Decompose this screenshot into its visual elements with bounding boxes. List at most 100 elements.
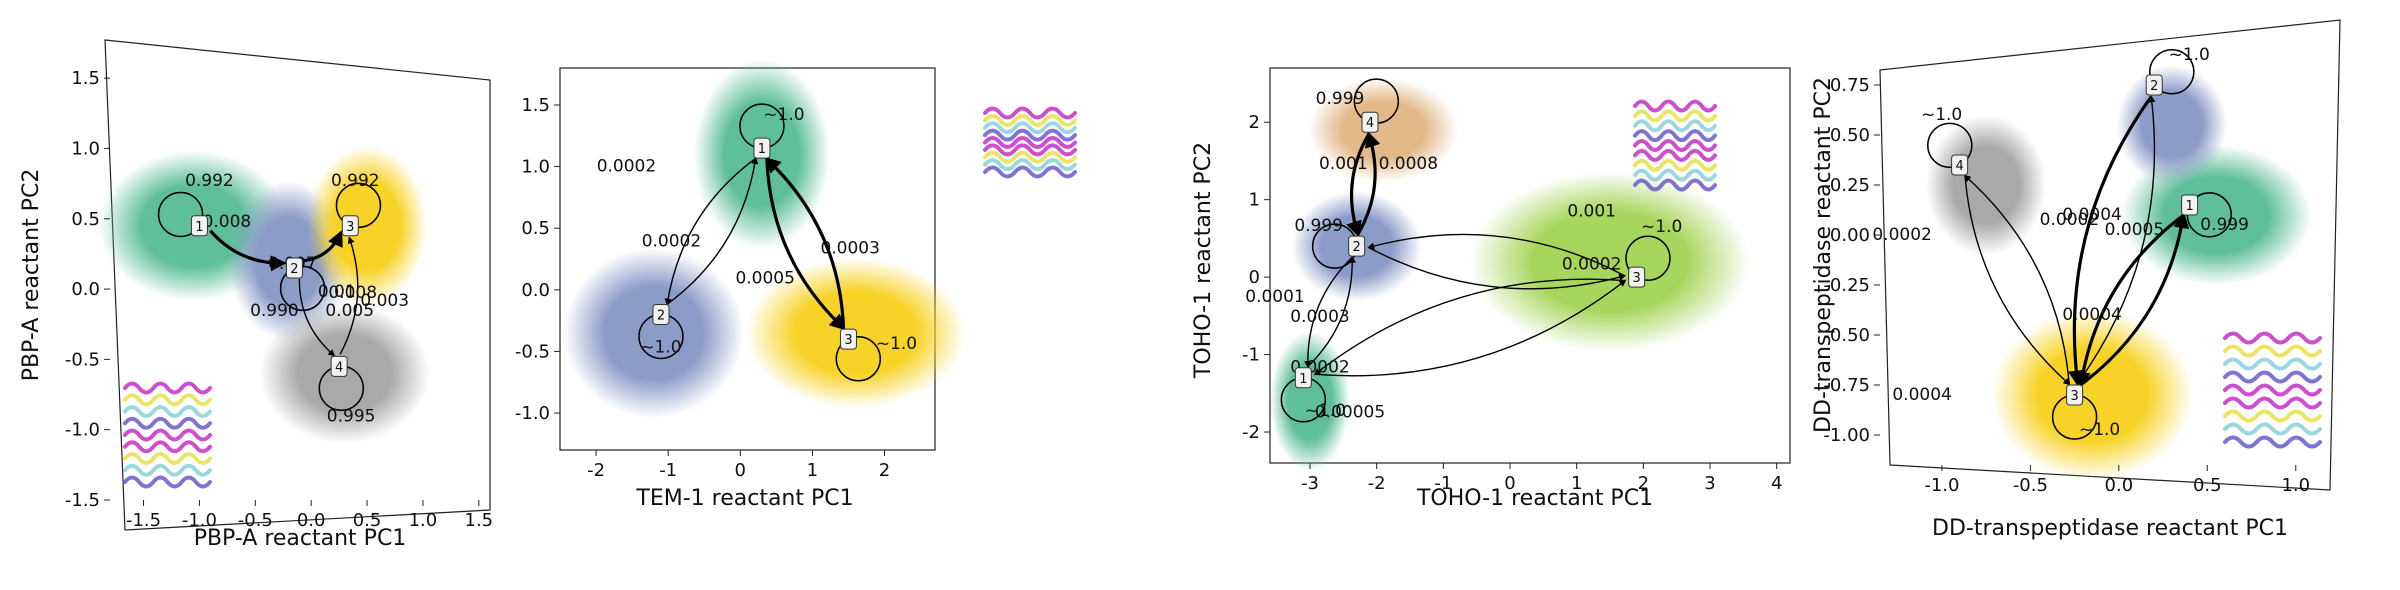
transition-arrow <box>339 236 359 355</box>
state-node-label: 3 <box>844 333 852 348</box>
y-tick-label: 0.25 <box>1830 175 1870 196</box>
transition-arrow <box>2079 212 2190 387</box>
x-tick-label: 0.0 <box>297 510 326 531</box>
state-node-1 <box>753 137 771 159</box>
y-tick-label: 0.0 <box>521 280 550 301</box>
x-tick-label: 1 <box>1571 473 1582 494</box>
self-loop-probability-label: ~1.0 <box>2079 420 2120 440</box>
x-tick-label: 1.0 <box>2281 475 2310 496</box>
transition-probability-label: 0.00005 <box>1315 402 1385 422</box>
state-node-2 <box>1348 235 1366 257</box>
transition-arrow <box>1356 131 1381 236</box>
transition-probability-label: 0.008 <box>203 212 252 232</box>
x-tick-label: -1.0 <box>182 510 217 531</box>
state-node-label: 2 <box>657 308 665 323</box>
x-axis-label: TOHO-1 reactant PC1 <box>1416 486 1653 511</box>
self-loop-probability-label: 0.999 <box>2200 215 2249 235</box>
state-node-1 <box>2181 194 2199 216</box>
transition-probability-label: 0.0003 <box>820 239 879 259</box>
x-tick-label: 0 <box>1504 473 1515 494</box>
x-tick-label: -1.0 <box>1924 475 1959 496</box>
y-tick-label: -1.0 <box>515 403 550 424</box>
transition-arrow <box>1346 133 1371 238</box>
self-loop-probability-label: ~1.0 <box>640 337 681 357</box>
x-tick-label: 1.5 <box>465 510 494 531</box>
x-tick-label: -1 <box>659 460 677 481</box>
y-tick-label: -1 <box>1242 345 1260 366</box>
self-loop <box>1927 122 1973 169</box>
transition-arrow <box>303 230 343 263</box>
plot-frame <box>1269 67 1791 464</box>
y-tick-label: 0.50 <box>1830 125 1870 146</box>
x-tick-label: 3 <box>1704 473 1715 494</box>
x-tick-label: 1.0 <box>409 510 438 531</box>
y-tick-label: 2 <box>1249 112 1260 133</box>
x-tick-label: 1 <box>807 460 818 481</box>
y-tick-label: 1.0 <box>71 138 100 159</box>
y-tick-label: -1.00 <box>1823 425 1870 446</box>
transition-probability-label: 0.0005 <box>735 269 794 289</box>
transition-probability-label: 0.0002 <box>1562 255 1621 275</box>
state-node-2 <box>652 303 670 325</box>
state-node-2 <box>2145 74 2163 96</box>
self-loop <box>835 336 882 382</box>
self-loop-probability-label: ~1.0 <box>2169 45 2210 65</box>
x-tick-label: 4 <box>1771 473 1782 494</box>
transition-arrow <box>1313 278 1626 376</box>
state-node-label: 4 <box>1955 159 1963 174</box>
plot-frame <box>104 39 491 531</box>
transition-probability-label: 0.0003 <box>1290 307 1349 327</box>
state-node-label: 4 <box>335 360 343 375</box>
transition-arrow <box>1307 255 1356 368</box>
self-loop-probability-label: 0.995 <box>327 406 376 426</box>
y-tick-label: 1.5 <box>71 68 100 89</box>
transition-probability-label: 0.003 <box>360 291 409 311</box>
panel-4: -1.0 -0.5 0.0 0.5 1.0 -1.00 -0.75 -0.50 -0.25 0.0… <box>1811 19 2341 541</box>
state-node-label: 1 <box>1299 372 1307 387</box>
x-tick-label: -1.5 <box>126 510 161 531</box>
state-node-1 <box>190 215 208 237</box>
cluster-1-region <box>1270 331 1350 472</box>
state-node-3 <box>839 328 857 350</box>
protein-structure-icon <box>123 381 212 489</box>
x-tick-label: 0.5 <box>2193 475 2222 496</box>
y-axis-label: PBP-A reactant PC2 <box>19 169 44 382</box>
transition-arrow <box>2074 213 2185 388</box>
transition-probability-label: 0.01 <box>318 282 356 302</box>
self-loop-probability-label: ~1.0 <box>1641 217 1682 237</box>
state-node-label: 3 <box>2070 389 2078 404</box>
transition-probability-label: 0.0004 <box>2062 305 2121 325</box>
transition-probability-label: 0.001 <box>1319 154 1368 174</box>
state-node-1 <box>1294 367 1312 389</box>
y-tick-label: 0.75 <box>1830 75 1870 96</box>
state-node-4 <box>1951 154 1969 176</box>
self-loop <box>2149 49 2195 95</box>
self-loop-probability-label: ~1.0 <box>1305 401 1346 421</box>
y-axis-label: TOHO-1 reactant PC2 <box>1191 142 1216 379</box>
y-tick-label: 0.5 <box>521 218 550 239</box>
transition-probability-label: 0.0002 <box>597 156 656 176</box>
transition-probability-label: 0.008 <box>328 283 377 303</box>
x-tick-label: 0 <box>735 460 746 481</box>
y-tick-label: 1.0 <box>521 157 550 178</box>
x-tick-label: 0.0 <box>2105 475 2134 496</box>
state-node-label: 1 <box>2185 199 2193 214</box>
y-tick-label: -2 <box>1242 422 1260 443</box>
transition-probability-label: 0.0001 <box>1245 287 1304 307</box>
x-tick-label: -0.5 <box>238 510 273 531</box>
x-tick-label: -2 <box>1368 473 1386 494</box>
cluster-2-region <box>563 247 744 418</box>
transition-arrow <box>1314 279 1627 377</box>
state-node-label: 2 <box>290 262 298 277</box>
y-tick-label: -1.5 <box>65 490 100 511</box>
transition-arrow <box>666 156 759 305</box>
state-node-4 <box>1361 111 1379 133</box>
y-tick-label: -0.50 <box>1823 325 1870 346</box>
state-node-3 <box>1628 266 1646 288</box>
transition-arrow <box>1964 175 2071 386</box>
transition-probability-label: 0.0004 <box>2062 205 2121 225</box>
transition-probability-label: 0.005 <box>325 301 374 321</box>
self-loop-probability-label: 0.992 <box>331 171 380 191</box>
